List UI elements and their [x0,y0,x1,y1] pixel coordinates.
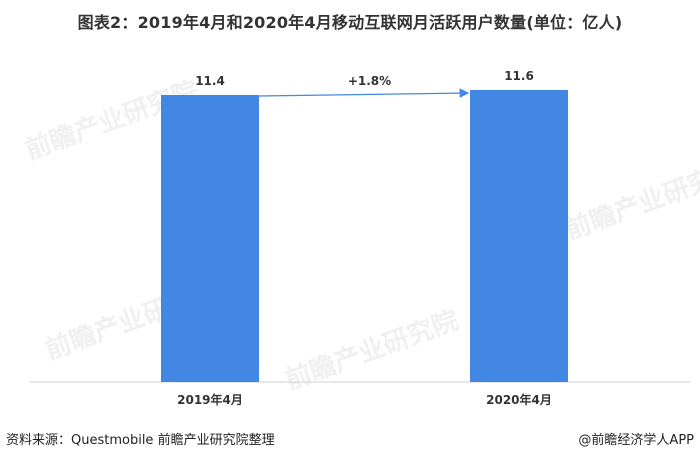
bar-2019年4月 [161,95,259,382]
credit-note: @前瞻经济学人APP [578,433,694,448]
growth-annotation: +1.8% [348,74,391,88]
bar-chart: 11.4 2019年4月 11.6 2020年4月 +1.8% [30,69,690,407]
chart-title: 图表2：2019年4月和2020年4月移动互联网月活跃用户数量(单位：亿人) [77,13,623,32]
category-label: 2019年4月 [177,392,243,407]
source-note: 资料来源：Questmobile 前瞻产业研究院整理 [6,433,275,448]
value-label: 11.4 [195,74,225,88]
bar-2020年4月 [470,89,568,383]
category-label: 2020年4月 [486,392,552,407]
growth-arrow [258,88,470,98]
value-label: 11.6 [504,69,534,83]
